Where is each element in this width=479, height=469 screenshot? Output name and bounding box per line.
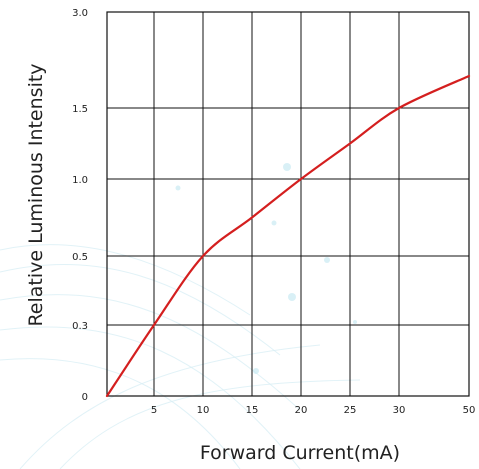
y-axis-title: Relative Luminous Intensity — [25, 63, 47, 326]
x-tick-label: 20 — [295, 405, 308, 416]
y-tick-label: 1.5 — [72, 104, 88, 115]
y-tick-label: 0.5 — [72, 252, 88, 263]
x-tick-label: 30 — [393, 405, 406, 416]
background-dot — [271, 220, 277, 226]
series-line — [105, 74, 471, 398]
plot-frame — [106, 11, 470, 397]
y-tick-label: 0.3 — [72, 321, 88, 332]
background-dot — [353, 320, 357, 324]
x-tick-label: 50 — [463, 405, 476, 416]
background-arc — [0, 294, 301, 411]
background-dot — [324, 257, 330, 263]
y-tick-label: 0 — [82, 392, 88, 403]
background-arc — [19, 344, 321, 469]
x-tick-label: 5 — [151, 405, 157, 416]
background-dot — [253, 368, 259, 374]
x-tick-label: 25 — [344, 405, 357, 416]
y-tick-label: 1.0 — [72, 175, 88, 186]
background-arc — [0, 326, 301, 469]
background-arc — [0, 358, 241, 469]
x-tick-label: 15 — [246, 405, 259, 416]
axis-labels: 5 10 15 20 25 30 50 0 0.3 0.5 1.0 1.5 3.0 — [72, 8, 475, 416]
plot-series — [105, 74, 471, 398]
background-dot — [288, 293, 296, 301]
x-tick-label: 10 — [197, 405, 210, 416]
x-axis-title: Forward Current(mA) — [200, 442, 400, 464]
background-dot — [283, 163, 291, 171]
background-watermark — [0, 163, 361, 469]
background-arc — [0, 263, 281, 356]
plot-grid — [106, 11, 470, 397]
background-dot — [175, 185, 181, 191]
background-arc — [0, 244, 251, 316]
y-tick-label: 3.0 — [72, 8, 88, 19]
